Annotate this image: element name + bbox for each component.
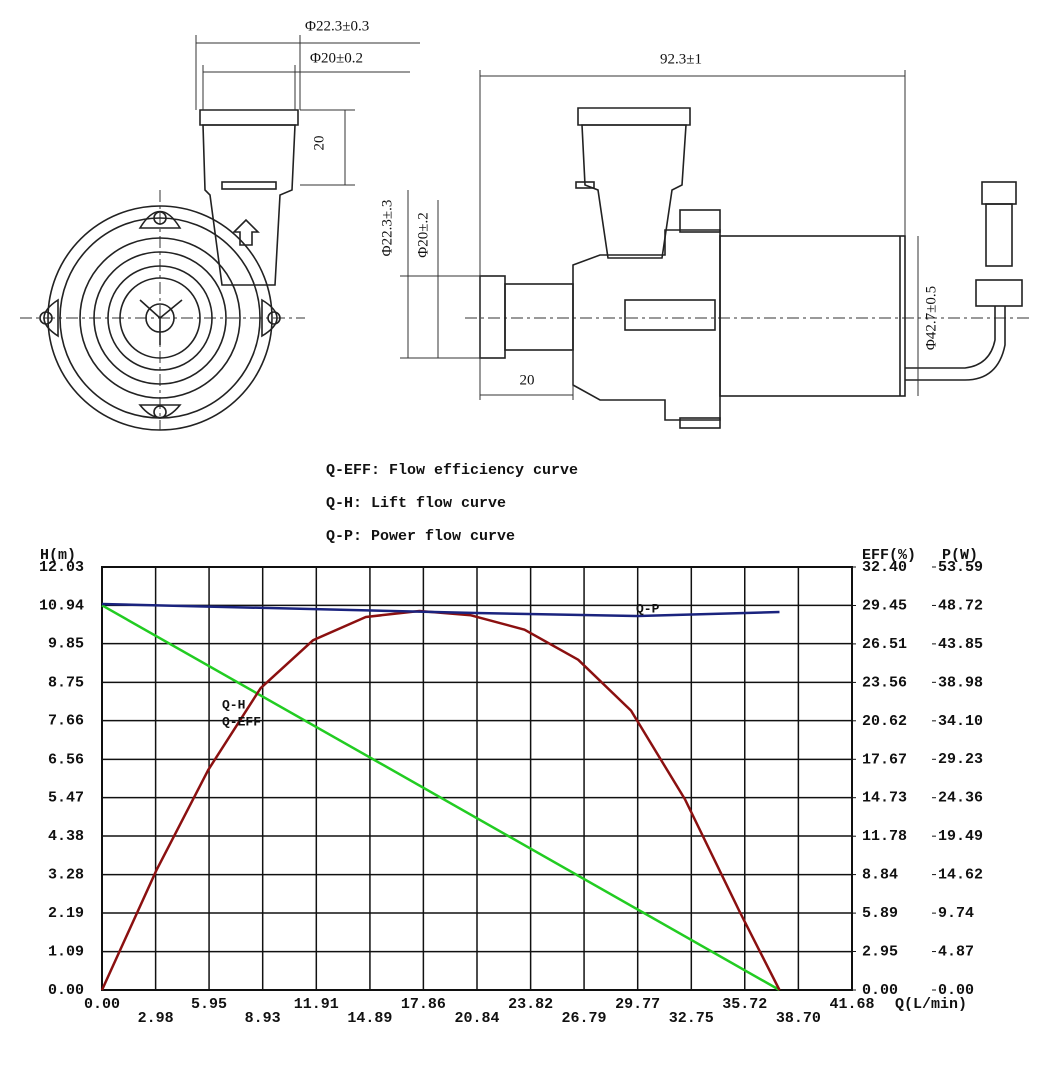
x-tick-label: 38.70 (776, 1010, 821, 1027)
x-tick-label: 17.86 (401, 996, 446, 1013)
y3-tick-label: 53.59 (938, 559, 983, 576)
y-tick-label: 10.94 (39, 597, 84, 614)
y3-tick-label: 19.49 (938, 828, 983, 845)
x-tick-label: 41.68 (829, 996, 874, 1013)
x-axis-title: Q(L/min) (895, 996, 967, 1013)
dimension: 92.3±1 (660, 51, 702, 67)
y2-tick-label: 17.67 (862, 751, 907, 768)
dimension: 20 (311, 136, 327, 151)
x-tick-label: 20.84 (454, 1010, 499, 1027)
y2-tick-label: 29.45 (862, 597, 907, 614)
legend-text: Q-H: Lift flow curve (326, 495, 506, 512)
y2-tick-label: 26.51 (862, 636, 907, 653)
y3-tick-label: 9.74 (938, 905, 974, 922)
y-tick-label: 3.28 (48, 867, 84, 884)
y2-axis-title: EFF(%) (862, 547, 916, 564)
y-tick-label: 9.85 (48, 636, 84, 653)
y-tick-label: 12.03 (39, 559, 84, 576)
y-tick-label: 2.19 (48, 905, 84, 922)
y-tick-label: 5.47 (48, 790, 84, 807)
y2-tick-label: 32.40 (862, 559, 907, 576)
y3-tick-label: 4.87 (938, 944, 974, 961)
x-tick-label: 11.91 (294, 996, 339, 1013)
y3-axis-title: P(W) (942, 547, 978, 564)
y3-tick-label: 43.85 (938, 636, 983, 653)
y2-tick-label: 20.62 (862, 713, 907, 730)
y-tick-label: 1.09 (48, 944, 84, 961)
legend-text: Q-EFF: Flow efficiency curve (326, 462, 578, 479)
y2-tick-label: 11.78 (862, 828, 907, 845)
x-tick-label: 8.93 (245, 1010, 281, 1027)
y-tick-label: 7.66 (48, 713, 84, 730)
y3-tick-label: 34.10 (938, 713, 983, 730)
y3-tick-label: 38.98 (938, 674, 983, 691)
x-tick-label: 14.89 (347, 1010, 392, 1027)
dimension: Φ22.3±0.3 (305, 18, 369, 34)
x-tick-label: 29.77 (615, 996, 660, 1013)
y2-tick-label: 2.95 (862, 943, 898, 960)
front-dimensions: Φ22.3±0.3 Φ20±0.2 20 (195, 18, 420, 186)
y3-tick-label: 14.62 (938, 867, 983, 884)
y3-tick-label: 48.72 (938, 597, 983, 614)
y2-tick-label: 8.84 (862, 867, 898, 884)
dimension: Φ20±.2 (415, 212, 431, 257)
y-axis-title: H(m) (40, 547, 76, 564)
y2-tick-label: 14.73 (862, 790, 907, 807)
side-view (465, 107, 1030, 429)
y2-tick-label: 5.89 (862, 905, 898, 922)
y-tick-label: 4.38 (48, 828, 84, 845)
side-dimensions: 92.3±1 Φ22.3±.3 Φ20±.2 20 Φ42.7±0.5 (379, 51, 939, 400)
y2-tick-label: 0.00 (862, 982, 898, 999)
series-line (101, 602, 780, 618)
x-tick-label: 32.75 (669, 1010, 714, 1027)
front-view (20, 109, 305, 431)
dimension: Φ20±0.2 (310, 50, 363, 66)
y-tick-label: 0.00 (48, 982, 84, 999)
y-tick-label: 6.56 (48, 751, 84, 768)
series-label: Q-P (636, 601, 660, 616)
series-label: Q-H (222, 697, 245, 712)
y-tick-label: 8.75 (48, 674, 84, 691)
plot: 0.00 2.98 5.95 8.93 11.91 14.89 17.86 20.84 23.8… (39, 559, 983, 1027)
series-line (101, 604, 781, 992)
x-tick-label: 2.98 (138, 1010, 174, 1027)
y3-tick-label: 0.00 (938, 982, 974, 999)
y3-tick-label: 29.23 (938, 751, 983, 768)
dimension: Φ22.3±.3 (379, 200, 395, 257)
legend-text: Q-P: Power flow curve (326, 528, 515, 545)
dimension: 20 (520, 372, 535, 388)
y3-tick-label: 24.36 (938, 790, 983, 807)
dimension: Φ42.7±0.5 (923, 286, 939, 350)
y2-tick-label: 23.56 (862, 674, 907, 691)
x-tick-label: 26.79 (562, 1010, 607, 1027)
x-tick-label: 5.95 (191, 996, 227, 1013)
series-label: Q-EFF (222, 714, 261, 729)
x-tick-label: 35.72 (722, 996, 767, 1013)
x-tick-label: 23.82 (508, 996, 553, 1013)
x-tick-label: 0.00 (84, 996, 120, 1013)
